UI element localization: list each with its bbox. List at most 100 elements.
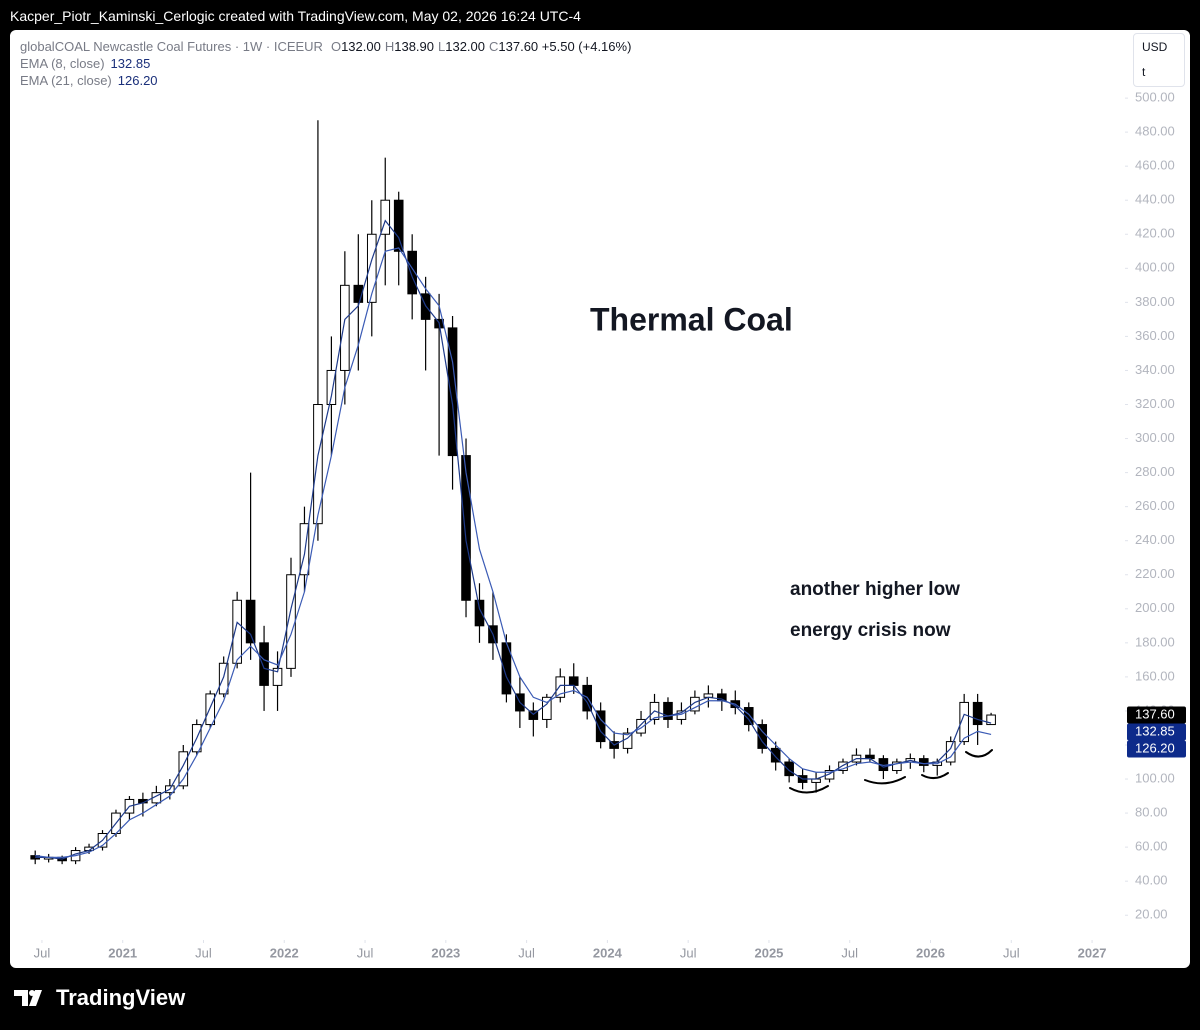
ohlc-value: 138.90 — [394, 39, 434, 54]
y-tick-label: 100.00 — [1135, 770, 1175, 785]
candle-body — [232, 599, 242, 664]
candle-body — [353, 284, 364, 303]
x-tick-label: Jul — [357, 945, 374, 960]
ohlc-value: 137.60 — [498, 39, 539, 54]
plot — [30, 120, 996, 865]
candle-body — [474, 599, 485, 627]
price-label: 126.20 — [1135, 740, 1175, 755]
candle-body — [380, 199, 391, 235]
indicator-value: 132.85 — [110, 56, 151, 71]
symbol: globalCOAL Newcastle Coal Futures · 1W ·… — [20, 39, 323, 54]
candle-body — [717, 693, 727, 702]
ohlc-key: H — [384, 39, 395, 54]
candle-body — [595, 710, 606, 743]
brand-logo — [14, 990, 42, 1006]
y-tick-label: 460.00 — [1135, 158, 1175, 173]
candle-body — [461, 455, 471, 601]
y-tick-label: 440.00 — [1135, 192, 1175, 207]
candle-body — [663, 701, 673, 720]
x-tick-label: 2022 — [270, 945, 299, 960]
chart: Thermal Coal another higher low energy c… — [30, 90, 1186, 960]
change: +5.50 (+4.16%) — [541, 39, 632, 54]
candle-body — [447, 327, 458, 457]
candle-body — [892, 761, 902, 772]
y-tick-label: 80.00 — [1135, 805, 1168, 820]
candle-body — [636, 718, 646, 734]
x-tick-label: Jul — [195, 945, 212, 960]
y-tick-label: 240.00 — [1135, 532, 1175, 547]
y-tick-label: 340.00 — [1135, 362, 1175, 377]
indicator-name: EMA (8, close) — [20, 56, 105, 71]
y-tick-label: 320.00 — [1135, 396, 1175, 411]
y-tick-label: 480.00 — [1135, 124, 1175, 139]
y-tick-label: 500.00 — [1135, 90, 1175, 105]
candle-body — [918, 758, 929, 766]
y-tick-label: 420.00 — [1135, 226, 1175, 241]
price-label-box — [1127, 723, 1186, 741]
chart-title: Thermal Coal — [590, 301, 793, 337]
y-tick-label: 380.00 — [1135, 294, 1175, 309]
symbol-row: globalCOAL Newcastle Coal Futures · 1W ·… — [20, 38, 631, 55]
axis-settings[interactable]: USD t — [1133, 33, 1185, 87]
x-tick-label: Jul — [518, 945, 535, 960]
x-tick-label: 2024 — [593, 945, 623, 960]
x-tick-label: 2027 — [1078, 945, 1107, 960]
candle-body — [568, 676, 579, 686]
ohlc-key: C — [489, 39, 499, 54]
y-tick-label: 180.00 — [1135, 634, 1175, 649]
chart-panel: Thermal Coal another higher low energy c… — [10, 30, 1190, 968]
ohlc-key: L — [438, 39, 446, 54]
price-label: 137.60 — [1135, 706, 1175, 721]
candle-body — [299, 523, 310, 576]
legend: globalCOAL Newcastle Coal Futures · 1W ·… — [20, 38, 631, 89]
candle-body — [838, 761, 848, 772]
candle-body — [393, 199, 404, 252]
x-tick-label: Jul — [841, 945, 858, 960]
currency[interactable]: USD — [1142, 40, 1168, 54]
candle-body — [541, 696, 552, 720]
brand-name: TradingView — [56, 985, 186, 1010]
y-tick-label: 220.00 — [1135, 566, 1175, 581]
x-tick-label: Jul — [680, 945, 697, 960]
candle-body — [824, 770, 835, 780]
y-tick-label: 300.00 — [1135, 430, 1175, 445]
y-tick-label: 360.00 — [1135, 328, 1175, 343]
candle-body — [528, 710, 539, 720]
candle-body — [366, 233, 377, 303]
ohlc-key: O — [330, 39, 342, 54]
y-tick-label: 260.00 — [1135, 498, 1175, 513]
brand: TradingView — [14, 985, 185, 1011]
candle-body — [986, 714, 996, 726]
indicator-value: 126.20 — [117, 73, 158, 88]
price-label-box — [1127, 740, 1186, 758]
indicator-name: EMA (21, close) — [20, 73, 112, 88]
y-tick-label: 60.00 — [1135, 839, 1168, 854]
candle-body — [407, 250, 417, 295]
ohlc: O132.00 H138.90 L132.00 C137.60 — [323, 39, 538, 54]
candle-body — [259, 642, 269, 686]
x-tick-label: Jul — [1003, 945, 1020, 960]
candle-body — [205, 693, 216, 726]
unit[interactable]: t — [1142, 65, 1146, 79]
y-tick-label: 20.00 — [1135, 907, 1168, 922]
ema-line — [35, 219, 992, 860]
candle-body — [313, 404, 323, 525]
price-label: 132.85 — [1135, 723, 1175, 738]
candle-body — [326, 369, 337, 406]
candle-body — [690, 696, 700, 712]
y-tick-label: 280.00 — [1135, 464, 1175, 479]
x-tick-label: 2025 — [754, 945, 783, 960]
arc — [921, 772, 949, 779]
candle-body — [555, 676, 566, 698]
candle-body — [272, 667, 283, 686]
candle-body — [972, 701, 983, 726]
y-tick-label: 200.00 — [1135, 600, 1175, 615]
arc — [789, 785, 829, 794]
ohlc-value: 132.00 — [341, 39, 381, 54]
annotation: another higher low — [790, 579, 960, 600]
candle-body — [178, 751, 189, 787]
indicator: EMA (8, close) 132.85 — [20, 55, 631, 72]
x-tick-label: 2026 — [916, 945, 945, 960]
x-tick-label: Jul — [34, 945, 51, 960]
